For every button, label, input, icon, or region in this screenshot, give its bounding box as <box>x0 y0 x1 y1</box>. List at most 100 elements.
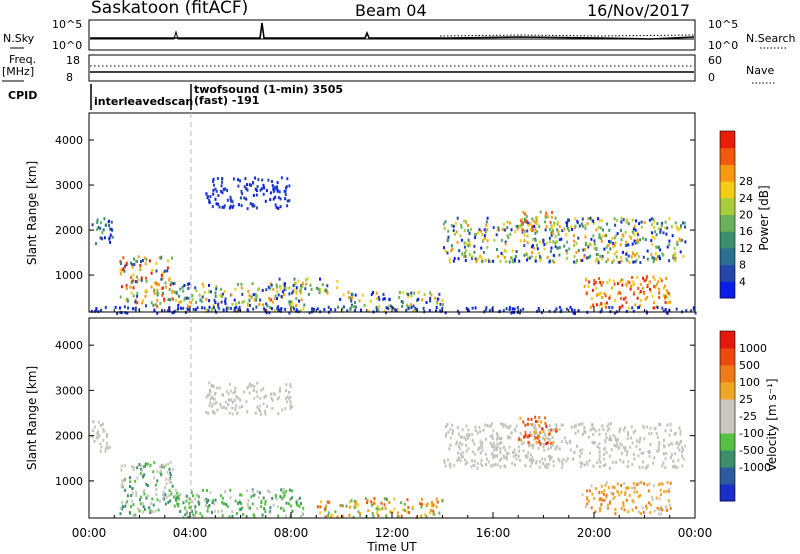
scatter-cell <box>527 417 530 421</box>
scatter-cell <box>144 294 147 298</box>
scatter-cell <box>658 296 661 299</box>
scatter-cell <box>307 292 310 296</box>
scatter-cell <box>224 297 227 301</box>
scatter-cell <box>268 311 271 315</box>
scatter-cell <box>129 485 131 488</box>
scatter-cell <box>155 261 158 265</box>
scatter-cell <box>676 227 679 230</box>
scatter-cell <box>331 513 333 517</box>
scatter-cell <box>598 236 601 240</box>
scatter-cell <box>293 283 296 287</box>
scatter-cell <box>638 440 641 444</box>
scatter-cell <box>93 425 96 429</box>
scatter-cell <box>138 509 141 513</box>
scatter-cell <box>668 487 671 491</box>
scatter-cell <box>522 307 525 311</box>
scatter-cell <box>161 293 164 297</box>
scatter-cell <box>463 254 466 258</box>
scatter-cell <box>221 393 224 397</box>
scatter-cell <box>627 254 630 258</box>
scatter-cell <box>284 287 287 290</box>
scatter-cell <box>508 445 511 449</box>
scatter-cell <box>592 441 595 445</box>
scatter-cell <box>609 435 612 439</box>
scatter-cell <box>229 488 232 492</box>
scatter-cell <box>627 433 630 437</box>
scatter-cell <box>514 255 517 259</box>
scatter-cell <box>492 429 495 433</box>
scatter-cell <box>205 497 208 501</box>
nave-tick-top: 60 <box>708 54 722 67</box>
scatter-cell <box>247 309 250 313</box>
scatter-cell <box>584 224 587 228</box>
scatter-cell <box>271 184 274 188</box>
scatter-cell <box>164 463 167 467</box>
scatter-cell <box>269 306 272 309</box>
scatter-cell <box>210 309 213 313</box>
scatter-cell <box>500 457 503 461</box>
scatter-cell <box>636 231 639 235</box>
scatter-cell <box>470 465 473 469</box>
scatter-cell <box>260 505 263 509</box>
scatter-cell <box>159 465 162 469</box>
scatter-cell <box>598 491 601 494</box>
scatter-cell <box>130 276 133 280</box>
scatter-cell <box>481 464 484 468</box>
scatter-cell <box>479 446 482 450</box>
nsearch-label: N.Search <box>746 32 796 45</box>
scatter-cell <box>573 244 575 247</box>
scatter-cell <box>293 277 296 281</box>
scatter-cell <box>545 465 548 469</box>
scatter-cell <box>136 476 139 480</box>
scatter-cell <box>613 496 616 499</box>
scatter-cell <box>543 437 546 441</box>
scatter-cell <box>111 235 114 239</box>
scatter-cell <box>216 386 219 390</box>
scatter-cell <box>499 450 502 454</box>
scatter-cell <box>495 233 498 237</box>
scatter-cell <box>533 437 536 441</box>
scatter-cell <box>95 308 98 312</box>
scatter-cell <box>207 393 210 397</box>
scatter-cell <box>359 513 362 517</box>
scatter-cell <box>156 479 159 483</box>
scatter-cell <box>624 486 627 490</box>
scatter-cell <box>557 457 560 461</box>
scatter-cell <box>649 443 652 446</box>
scatter-cell <box>163 494 166 498</box>
scatter-cell <box>588 280 591 284</box>
scatter-cell <box>526 454 529 458</box>
scatter-cell <box>248 299 251 302</box>
scatter-cell <box>492 463 495 467</box>
scatter-cell <box>143 256 146 260</box>
scatter-cell <box>566 256 569 260</box>
scatter-cell <box>132 514 135 517</box>
scatter-cell <box>100 445 103 449</box>
scatter-cell <box>223 290 226 294</box>
scatter-cell <box>212 192 215 196</box>
scatter-cell <box>610 437 612 441</box>
scatter-cell <box>456 309 459 313</box>
colorbar-swatch <box>720 181 735 199</box>
scatter-cell <box>499 447 502 451</box>
scatter-cell <box>168 276 171 280</box>
scatter-cell <box>658 227 661 231</box>
scatter-cell <box>279 495 282 499</box>
scatter-cell <box>232 391 235 395</box>
scatter-cell <box>353 505 356 509</box>
x-tick-label: 16:00 <box>476 526 511 540</box>
scatter-cell <box>177 307 180 311</box>
scatter-cell <box>139 502 142 506</box>
scatter-cell <box>247 289 250 293</box>
scatter-cell <box>163 297 166 301</box>
scatter-cell <box>502 309 505 313</box>
scatter-cell <box>327 500 330 504</box>
scatter-cell <box>378 297 381 301</box>
scatter-cell <box>533 430 536 434</box>
scatter-cell <box>638 448 641 452</box>
scatter-cell <box>478 255 481 259</box>
scatter-cell <box>515 224 518 228</box>
scatter-cell <box>336 286 339 290</box>
scatter-cell <box>618 306 621 309</box>
scatter-cell <box>616 218 619 222</box>
